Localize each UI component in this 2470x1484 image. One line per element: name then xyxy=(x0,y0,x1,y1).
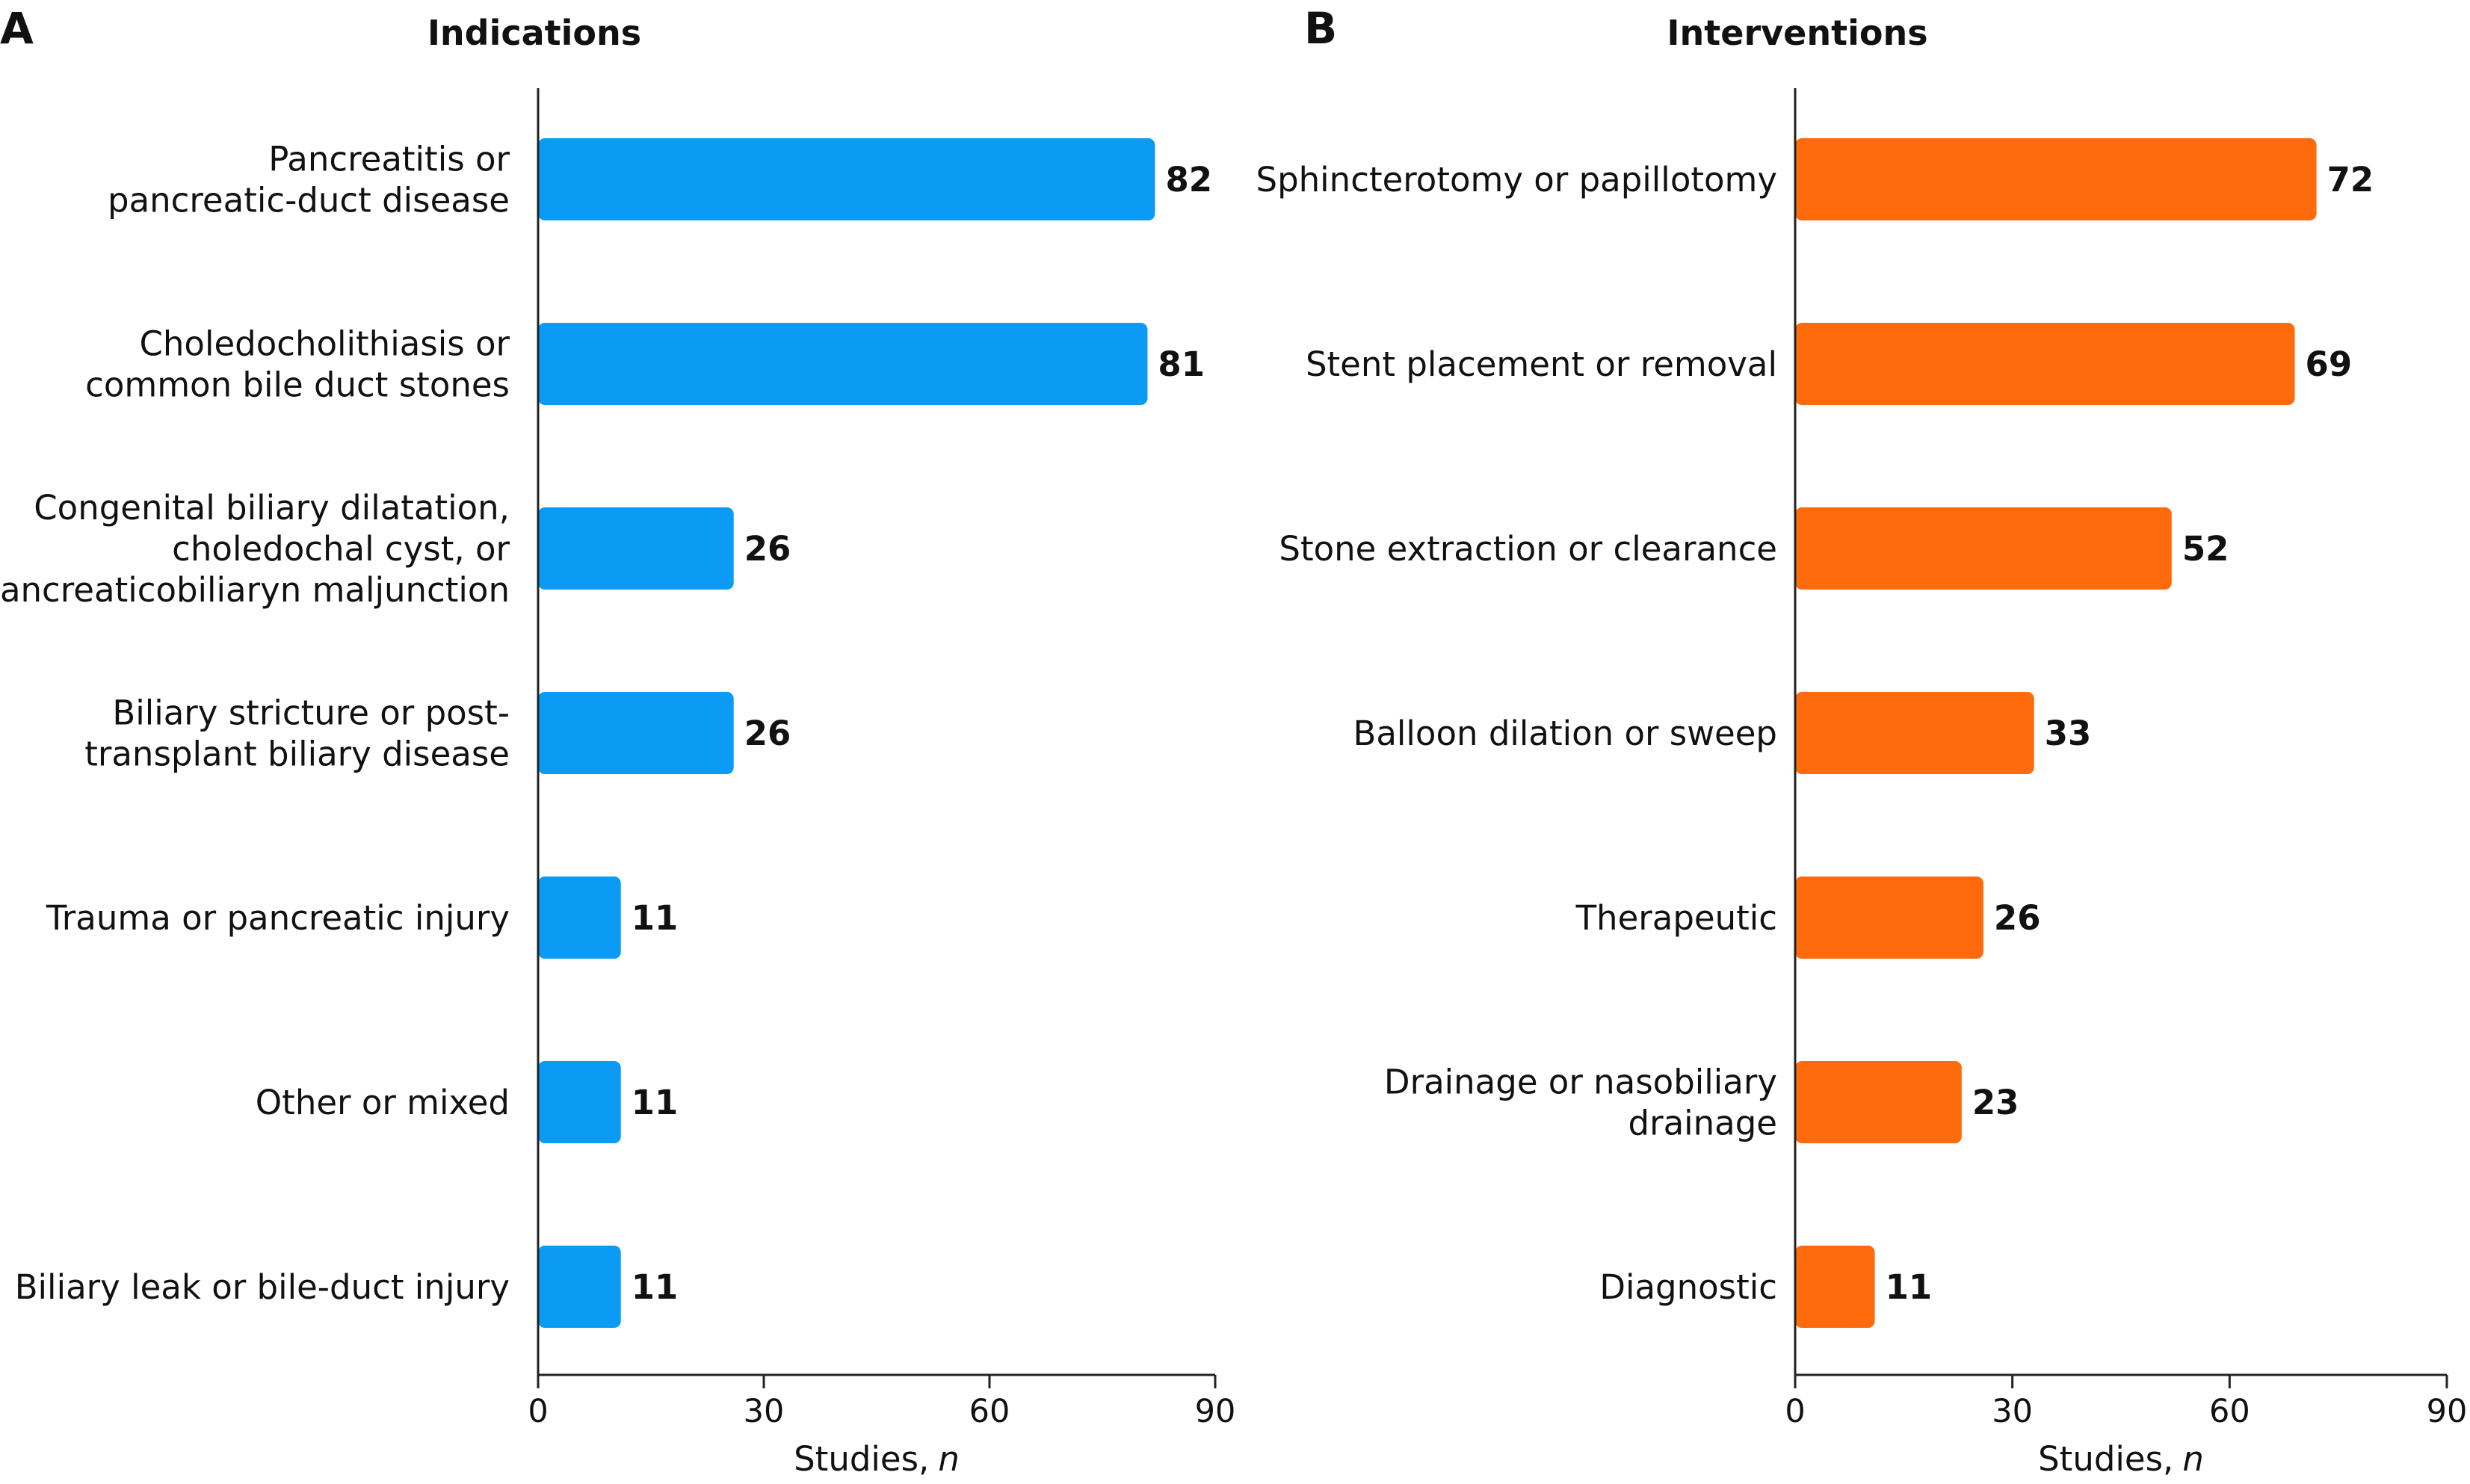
bar xyxy=(1795,507,2172,590)
category-label: pancreaticobiliaryn maljunction xyxy=(0,570,510,610)
value-label: 26 xyxy=(744,529,791,569)
value-label: 11 xyxy=(632,1083,679,1122)
category-label: Sphincterotomy or papillotomy xyxy=(1256,160,1777,200)
bar xyxy=(538,877,621,959)
x-tick-label: 0 xyxy=(528,1393,548,1430)
x-axis-label: Studies, xyxy=(794,1439,929,1479)
value-label: 11 xyxy=(632,898,679,938)
value-label: 33 xyxy=(2045,714,2092,753)
x-axis-label-variable: n xyxy=(2182,1439,2204,1479)
bar xyxy=(1795,692,2034,774)
bar xyxy=(538,1246,621,1328)
panel-a-indications: A Indications 82 Pancreatitis orpancreatic-… xyxy=(0,3,1235,1479)
value-label: 72 xyxy=(2327,160,2374,200)
category-label: common bile duct stones xyxy=(85,365,510,405)
panel-b-interventions: B Interventions 72 Sphincterotomy or papill… xyxy=(1256,3,2468,1479)
x-tick-label: 0 xyxy=(1785,1393,1805,1430)
panel-letter: B xyxy=(1304,3,1337,54)
category-label: Therapeutic xyxy=(1575,898,1777,938)
bar xyxy=(538,1061,621,1143)
x-axis-title: Studies, n xyxy=(794,1439,960,1479)
value-label: 26 xyxy=(744,714,791,753)
x-axis-label: Studies, xyxy=(2038,1439,2173,1479)
x-tick-label: 90 xyxy=(1195,1393,1236,1430)
x-tick-label: 60 xyxy=(969,1393,1010,1430)
bar xyxy=(1795,1061,1962,1143)
value-label: 26 xyxy=(1994,898,2041,938)
chart-title: Interventions xyxy=(1667,13,1927,53)
x-tick-label: 30 xyxy=(744,1393,785,1430)
category-label: Other or mixed xyxy=(256,1083,510,1122)
value-label: 82 xyxy=(1165,160,1212,200)
x-axis-title: Studies, n xyxy=(2038,1439,2204,1479)
category-label: Stone extraction or clearance xyxy=(1279,529,1777,569)
bar xyxy=(538,138,1155,220)
category-label: Diagnostic xyxy=(1599,1267,1777,1307)
x-tick-label: 60 xyxy=(2209,1393,2250,1430)
chart-title: Indications xyxy=(427,13,641,53)
category-label: Biliary leak or bile-duct injury xyxy=(15,1267,510,1307)
bar xyxy=(1795,1246,1875,1328)
bar xyxy=(538,507,734,590)
category-label: Balloon dilation or sweep xyxy=(1353,714,1777,753)
bar xyxy=(538,323,1148,405)
value-label: 11 xyxy=(1886,1267,1933,1307)
category-label: Congenital biliary dilatation, xyxy=(34,488,510,528)
category-label: Stent placement or removal xyxy=(1306,344,1777,384)
bar xyxy=(1795,138,2317,220)
category-label: Biliary stricture or post- xyxy=(112,693,510,733)
x-tick-label: 30 xyxy=(1992,1393,2033,1430)
bar xyxy=(1795,323,2295,405)
category-label: pancreatic-duct disease xyxy=(108,181,510,220)
category-label: Drainage or nasobiliary xyxy=(1384,1063,1777,1102)
bar xyxy=(538,692,734,774)
category-label: transplant biliary disease xyxy=(84,735,510,774)
value-label: 23 xyxy=(1972,1083,2019,1122)
value-label: 69 xyxy=(2306,344,2353,384)
value-label: 81 xyxy=(1158,344,1205,384)
x-axis-label-variable: n xyxy=(938,1439,960,1479)
x-tick-label: 90 xyxy=(2427,1393,2468,1430)
category-label: drainage xyxy=(1628,1104,1778,1143)
bar xyxy=(1795,877,1983,959)
category-label: Choledocholithiasis or xyxy=(139,324,510,364)
value-label: 11 xyxy=(632,1267,679,1307)
category-label: Trauma or pancreatic injury xyxy=(46,898,510,938)
category-label: Pancreatitis or xyxy=(268,140,510,179)
category-label: choledochal cyst, or xyxy=(172,529,510,569)
value-label: 52 xyxy=(2182,529,2229,569)
panel-letter: A xyxy=(0,3,34,54)
